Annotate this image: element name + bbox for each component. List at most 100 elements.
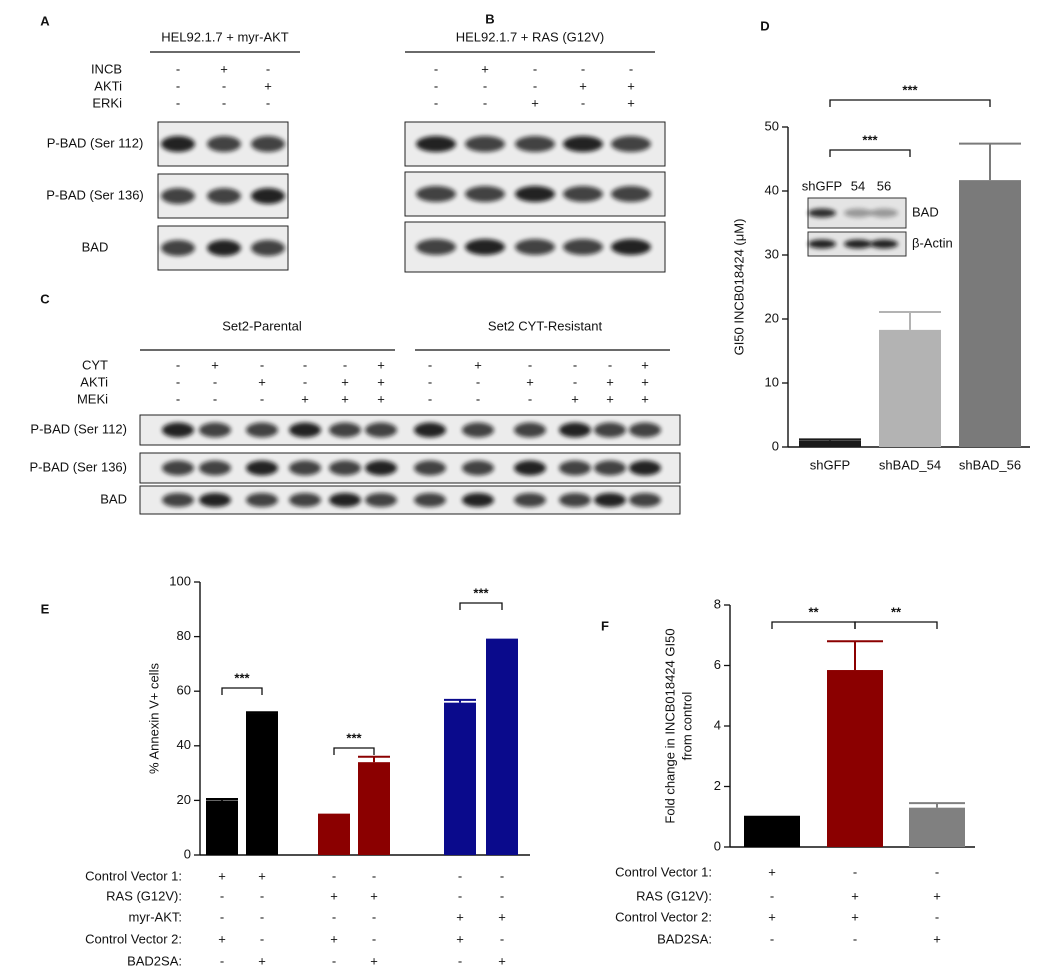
bar	[444, 702, 476, 855]
treatment-sign: -	[533, 78, 537, 93]
blot-band	[199, 460, 231, 476]
treatment-sign: -	[303, 374, 307, 389]
inset-row-label: BAD	[912, 204, 939, 219]
x-tick-label: shBAD_54	[879, 457, 941, 472]
blot-row-label: P-BAD (Ser 112)	[30, 421, 127, 436]
blot-band	[611, 239, 651, 255]
blot-band	[514, 422, 546, 438]
blot-band	[462, 422, 494, 438]
treatment-sign: -	[176, 391, 180, 406]
y-tick-label: 20	[765, 310, 779, 325]
treatment-sign: -	[213, 374, 217, 389]
blot-band	[515, 239, 555, 255]
y-axis-label: Fold change in INCB018424 GI50	[662, 628, 677, 823]
condition-label: myr-AKT:	[129, 909, 182, 924]
treatment-label: INCB	[91, 61, 122, 76]
treatment-sign: -	[581, 95, 585, 110]
blot-band	[207, 136, 241, 152]
significance-label: ***	[346, 730, 362, 745]
blot-row-label: BAD	[82, 239, 109, 254]
condition-sign: +	[768, 909, 776, 924]
significance-label: ***	[902, 82, 918, 97]
blot-band	[465, 136, 505, 152]
condition-sign: +	[456, 931, 464, 946]
condition-sign: -	[332, 953, 336, 968]
y-tick-label: 40	[177, 737, 191, 752]
treatment-sign: -	[303, 357, 307, 372]
blot-row-label: P-BAD (Ser 136)	[29, 459, 127, 474]
condition-sign: +	[851, 888, 859, 903]
treatment-sign: +	[211, 357, 219, 372]
treatment-sign: -	[213, 391, 217, 406]
y-tick-label: 30	[765, 246, 779, 261]
blot-band	[251, 136, 285, 152]
treatment-sign: -	[629, 61, 633, 76]
condition-sign: -	[770, 888, 774, 903]
blot-group-title: Set2 CYT-Resistant	[488, 318, 603, 333]
treatment-sign: +	[301, 391, 309, 406]
x-tick-label: shBAD_56	[959, 457, 1021, 472]
blot-band	[161, 136, 195, 152]
treatment-sign: +	[377, 391, 385, 406]
significance-bracket	[854, 621, 938, 629]
y-tick-label: 40	[765, 182, 779, 197]
y-tick-label: 20	[177, 792, 191, 807]
condition-sign: -	[220, 888, 224, 903]
bar	[318, 815, 350, 855]
condition-sign: -	[500, 931, 504, 946]
condition-sign: -	[853, 864, 857, 879]
blot-band	[594, 422, 626, 438]
blot-band	[199, 493, 231, 507]
treatment-sign: -	[528, 357, 532, 372]
y-axis-label: from control	[679, 692, 694, 761]
treatment-sign: -	[483, 95, 487, 110]
blot-band	[199, 422, 231, 438]
y-tick-label: 50	[765, 118, 779, 133]
condition-sign: -	[220, 953, 224, 968]
condition-sign: +	[933, 931, 941, 946]
significance-label: **	[891, 604, 902, 619]
condition-sign: +	[768, 864, 776, 879]
blot-band	[629, 422, 661, 438]
blot-band	[329, 460, 361, 476]
treatment-label: AKTi	[94, 78, 122, 93]
condition-label: Control Vector 2:	[615, 909, 712, 924]
bar	[827, 670, 883, 847]
condition-sign: +	[218, 868, 226, 883]
treatment-sign: -	[428, 357, 432, 372]
treatment-sign: +	[531, 95, 539, 110]
treatment-sign: -	[573, 374, 577, 389]
inset-lane-label: 56	[877, 178, 891, 193]
condition-label: RAS (G12V):	[636, 888, 712, 903]
significance-label: ***	[234, 670, 250, 685]
blot-band	[246, 422, 278, 438]
condition-sign: -	[372, 931, 376, 946]
treatment-sign: -	[428, 391, 432, 406]
panel-label: A	[40, 13, 50, 28]
bar	[206, 800, 238, 855]
condition-sign: +	[330, 931, 338, 946]
treatment-sign: -	[476, 374, 480, 389]
bar	[486, 640, 518, 855]
condition-label: BAD2SA:	[127, 953, 182, 968]
treatment-label: AKTi	[80, 374, 108, 389]
treatment-sign: +	[627, 78, 635, 93]
blot-band	[465, 186, 505, 202]
condition-sign: -	[500, 888, 504, 903]
blot-band	[611, 186, 651, 202]
condition-sign: +	[456, 909, 464, 924]
blot-band	[462, 493, 494, 507]
treatment-sign: +	[571, 391, 579, 406]
blot-group-title: Set2-Parental	[222, 318, 302, 333]
blot-band	[207, 188, 241, 204]
significance-label: ***	[862, 132, 878, 147]
blot-band	[515, 186, 555, 202]
inset-band	[808, 239, 836, 249]
treatment-sign: -	[343, 357, 347, 372]
y-tick-label: 6	[714, 657, 721, 672]
treatment-sign: +	[220, 61, 228, 76]
inset-lane-label: 54	[851, 178, 865, 193]
treatment-sign: +	[627, 95, 635, 110]
treatment-sign: +	[481, 61, 489, 76]
blot-band	[559, 422, 591, 438]
